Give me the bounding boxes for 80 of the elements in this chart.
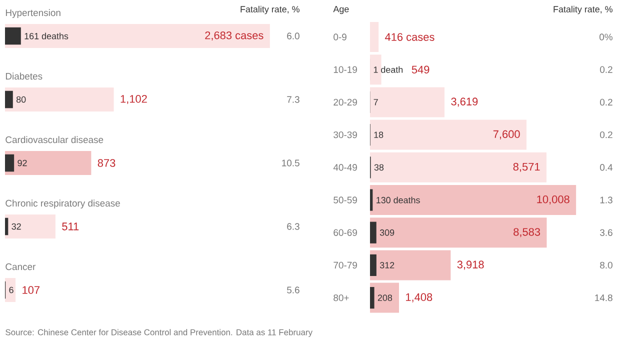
data-label: 130 deaths (376, 196, 420, 204)
bar (5, 27, 21, 45)
y-tick-label: 50-59 (334, 196, 357, 204)
y-tick-label: Cancer (6, 263, 36, 270)
y-tick-label: 70-79 (334, 262, 357, 269)
data-label: 18 (374, 132, 384, 138)
bar (370, 286, 374, 309)
data-label: 7,600 (493, 130, 520, 140)
data-label: 80 (16, 96, 26, 103)
text: 6.3 (287, 223, 300, 230)
y-tick-label: 80+ (334, 294, 349, 302)
text: 14.8 (595, 294, 612, 302)
data-label: 416 cases (385, 33, 434, 41)
y-tick-label: Hypertension (6, 9, 60, 18)
bar (5, 154, 14, 172)
y-tick-label: 60-69 (334, 229, 357, 236)
bar (5, 90, 13, 108)
bar (370, 120, 526, 150)
text: 0.2 (600, 66, 612, 73)
data-label: 8,583 (514, 228, 540, 238)
data-label: 873 (98, 159, 116, 167)
y-tick-label: 30-39 (334, 131, 357, 138)
data-label: 32 (12, 223, 21, 230)
data-label: 3,918 (457, 260, 484, 270)
y-axis-title: Age (333, 6, 349, 14)
text: 0% (600, 34, 612, 40)
data-label: 8,571 (513, 162, 540, 172)
data-label: 38 (374, 164, 384, 171)
text: 1.3 (600, 196, 612, 204)
text: 0.2 (600, 131, 612, 138)
data-label: 2,683 cases (205, 31, 264, 41)
bar (370, 54, 382, 85)
data-label: 161 deaths (24, 32, 68, 40)
y-tick-label: 40-49 (333, 164, 357, 171)
y-tick-label: 0-9 (334, 34, 346, 40)
data-label: 1,102 (120, 94, 147, 104)
text: 0.2 (600, 98, 612, 106)
text: 10.5 (282, 160, 300, 166)
y-tick-label: Cardiovascular disease (6, 136, 104, 144)
data-label: 92 (18, 160, 27, 166)
bar (5, 151, 92, 175)
data-label: 1,408 (406, 293, 432, 302)
bar (5, 278, 16, 302)
bar (370, 250, 451, 280)
source-note: Source: Chinese Center for Disease Control and Prevention. Data as 11 February (6, 329, 313, 337)
data-label: 3,619 (451, 98, 478, 107)
data-label: 6 (9, 286, 14, 294)
y-tick-label: 20-29 (334, 98, 357, 106)
bar (5, 88, 114, 112)
data-label: 312 (380, 262, 394, 268)
bar (370, 189, 373, 211)
bar (370, 22, 379, 52)
y-tick-label: 10-19 (334, 66, 357, 73)
y-tick-label: Chronic respiratory disease (6, 200, 120, 208)
text: 0.4 (600, 164, 613, 171)
text: 8.0 (600, 262, 612, 269)
bar (370, 254, 376, 276)
bar (370, 87, 445, 118)
data-label: 309 (380, 229, 394, 236)
text: 7.3 (287, 96, 300, 103)
y-tick-label: Diabetes (6, 72, 42, 80)
data-label: 1 death (374, 66, 403, 73)
data-label: 107 (22, 286, 40, 294)
text: 3.6 (600, 229, 612, 236)
data-label: 511 (62, 222, 79, 230)
data-label: 10,008 (537, 195, 570, 205)
data-label: 208 (378, 294, 392, 301)
data-label: 7 (374, 99, 378, 106)
bar (370, 184, 576, 215)
bar (370, 222, 376, 244)
bar (5, 214, 56, 238)
annotation: Fatality rate, % (240, 6, 300, 14)
bar (5, 24, 270, 48)
bar (5, 218, 8, 236)
bar (370, 152, 546, 182)
text: 6.0 (287, 32, 300, 40)
text: Fatality rate, % (554, 6, 612, 14)
bar (370, 218, 547, 248)
data-label: 549 (412, 66, 430, 74)
text: 5.6 (287, 286, 300, 294)
